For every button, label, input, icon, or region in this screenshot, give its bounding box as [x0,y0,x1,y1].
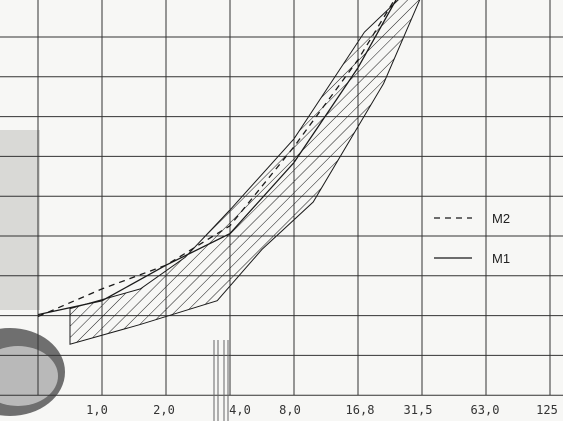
legend-label-m2: M2 [492,211,510,226]
photo-texture [0,130,40,310]
x-tick-label: 63,0 [471,403,500,417]
x-tick-label: 8,0 [279,403,301,417]
x-tick-label: 125 [536,403,558,417]
legend-label-m1: M1 [492,251,510,266]
x-tick-label: 1,0 [86,403,108,417]
x-tick-label: 2,0 [153,403,175,417]
photo-object-highlight [0,346,58,406]
series-line-m1 [37,0,397,316]
x-tick-label: 31,5 [404,403,433,417]
x-tick-label: 4,0 [229,403,251,417]
series-line-m2 [37,0,396,318]
tolerance-band [69,0,421,345]
x-tick-label: 16,8 [346,403,375,417]
